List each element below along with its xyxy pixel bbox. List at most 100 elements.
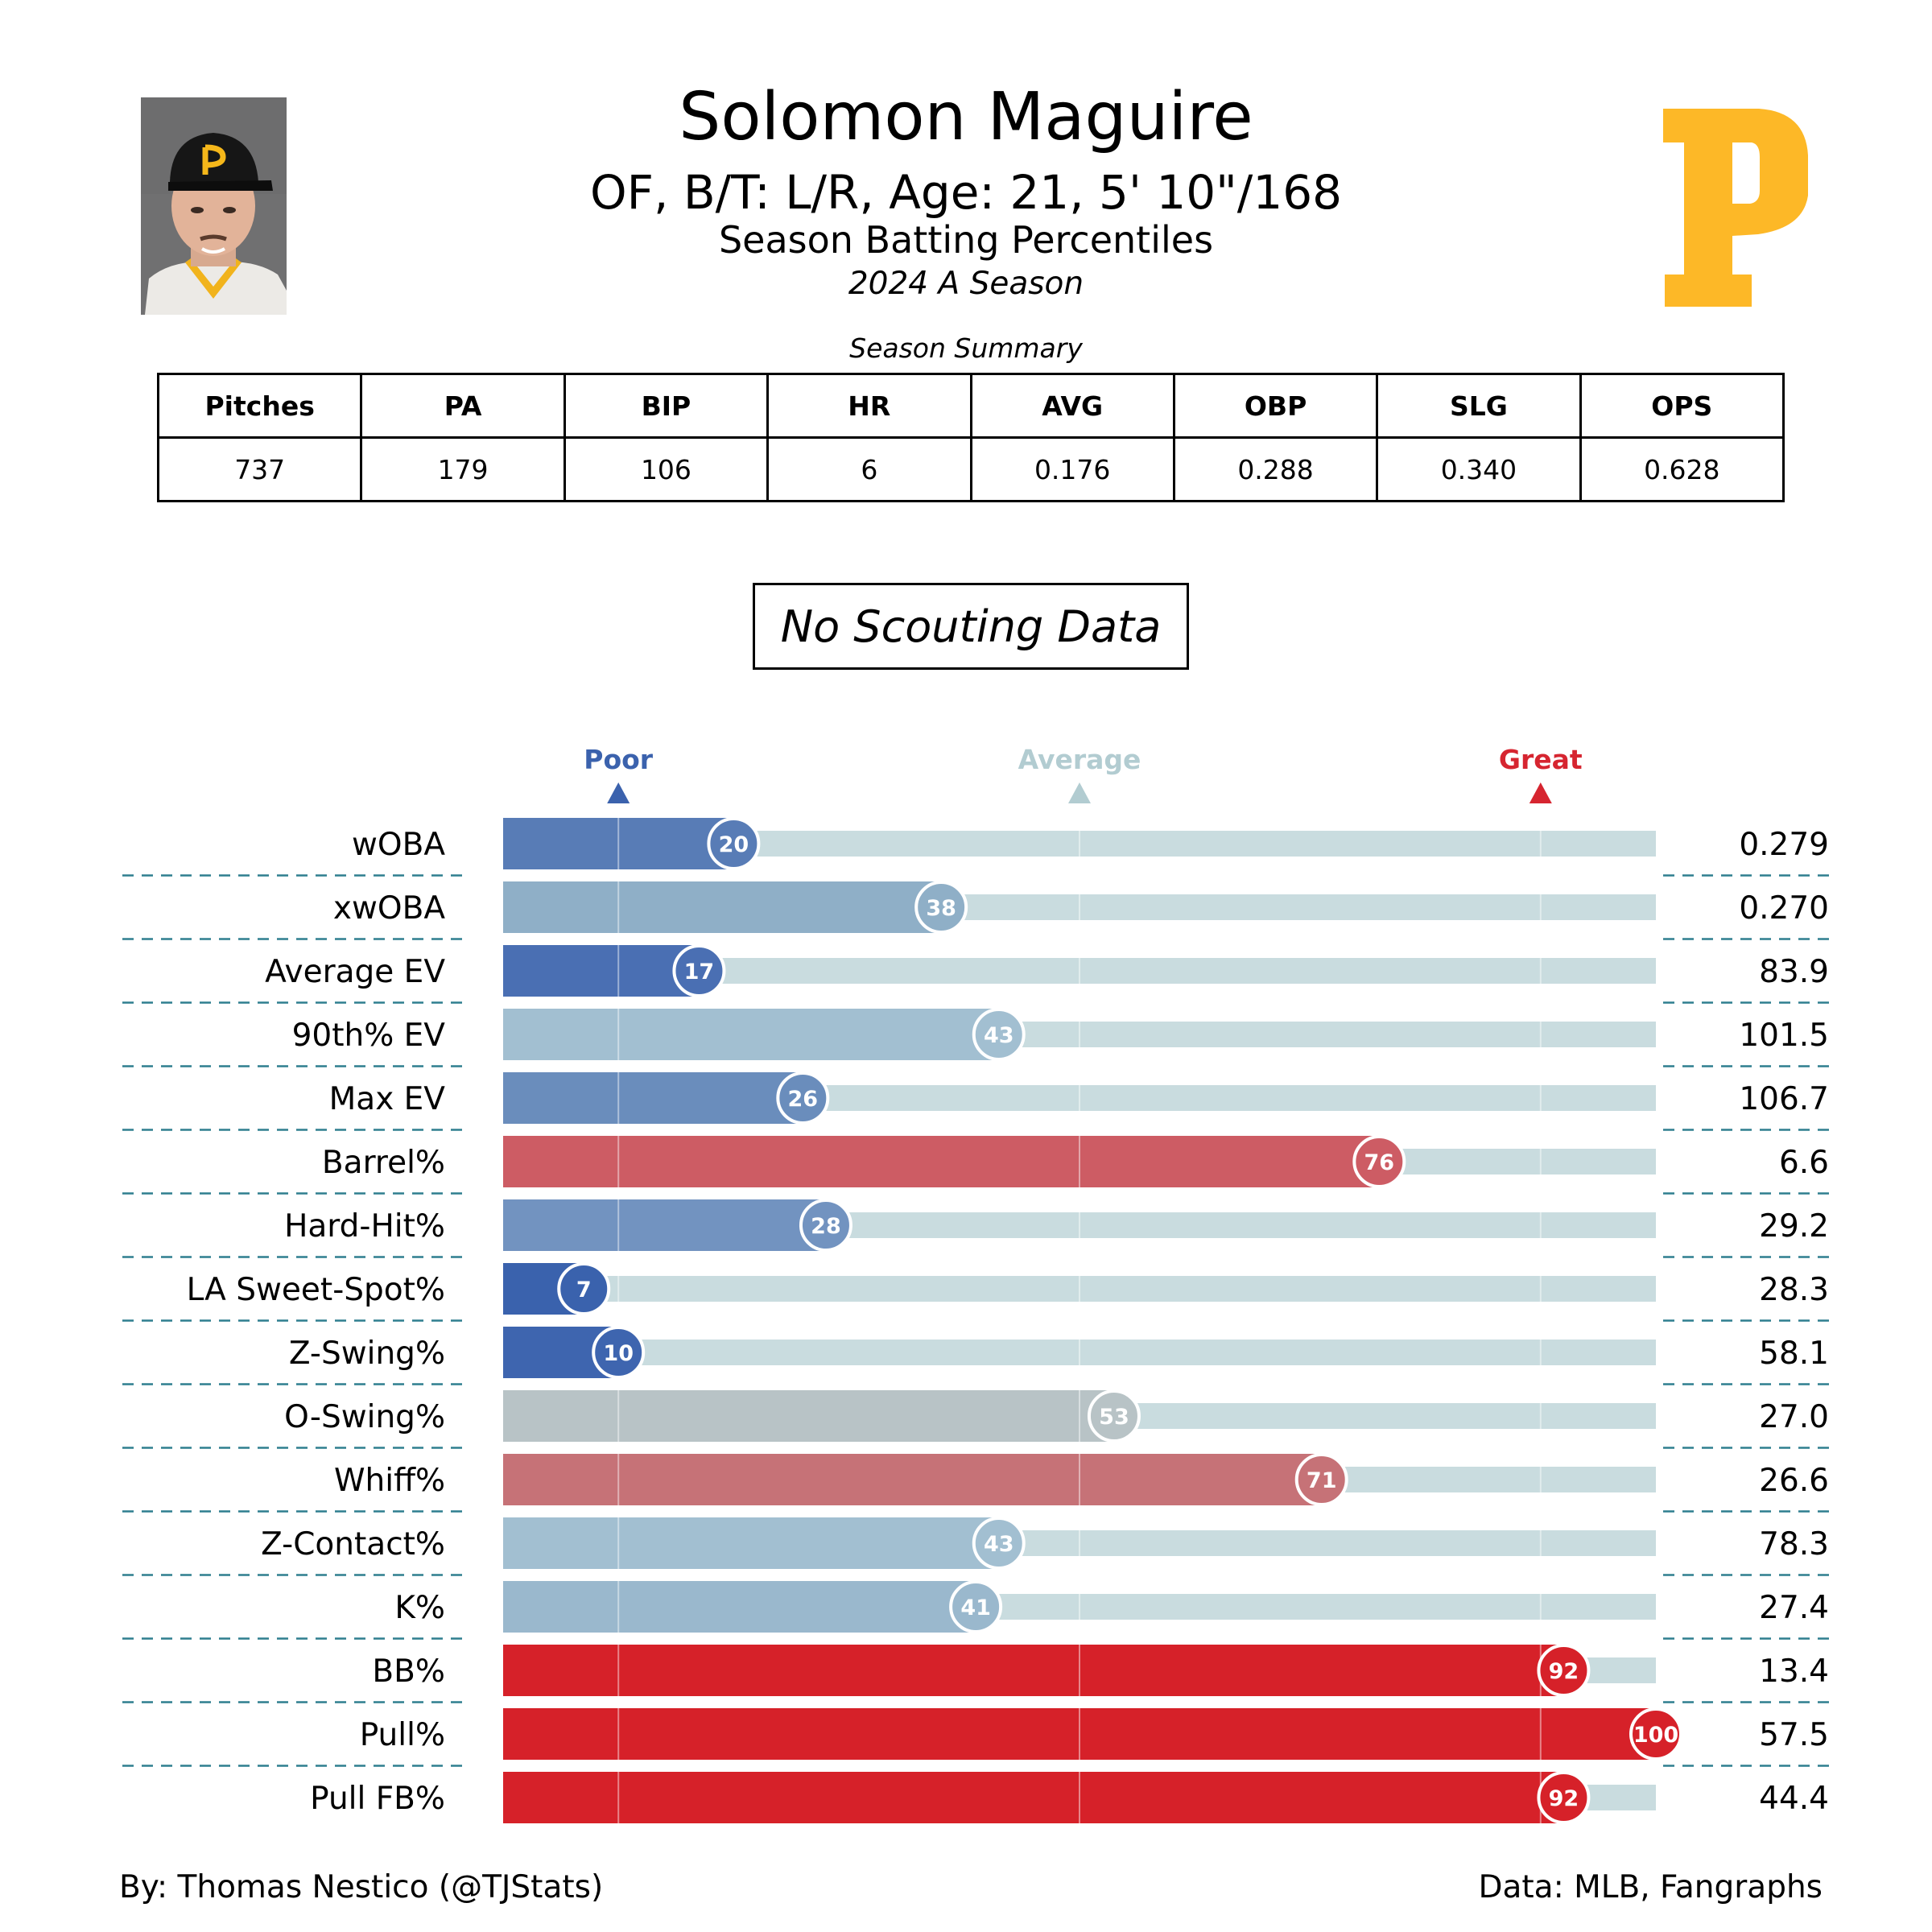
scouting-note-box: No Scouting Data [753,583,1189,670]
stat-value: 27.0 [1759,1399,1829,1435]
stat-value: 58.1 [1759,1335,1829,1372]
percentile-bar [503,1390,1114,1442]
percentile-bar [503,1517,999,1569]
percentile-label: 92 [1549,1659,1579,1684]
percentile-bar [503,945,700,997]
footer-source: Data: MLB, Fangraphs [1478,1869,1823,1905]
summary-value-cell: 106 [563,436,770,502]
percentile-marker [1537,1644,1591,1697]
percentile-bar [503,1199,826,1251]
percentile-marker [672,944,726,997]
percentile-label: 92 [1549,1786,1579,1811]
percentile-marker [1294,1453,1348,1506]
percentile-marker [972,1517,1026,1570]
metric-label: BB% [372,1653,445,1690]
percentile-bar [503,1772,1564,1823]
summary-header-cell: AVG [969,373,1175,439]
metric-label: Pull FB% [310,1781,445,1817]
summary-value-cell: 0.628 [1579,436,1785,502]
summary-header-cell: OBP [1172,373,1379,439]
stat-value: 78.3 [1759,1526,1829,1563]
metric-label: Whiff% [334,1463,445,1499]
summary-value-cell: 737 [156,436,363,502]
percentile-track [503,1276,1656,1302]
summary-value-cell: 0.176 [969,436,1175,502]
percentile-marker [1087,1389,1141,1443]
percentile-label: 17 [684,960,715,985]
percentile-marker [776,1071,830,1125]
percentile-label: 43 [984,1532,1014,1557]
scale-label-poor: Poor [584,744,654,775]
summary-value-cell: 6 [766,436,972,502]
percentile-bar [503,1708,1656,1760]
percentile-marker [707,817,761,870]
percentile-label: 10 [603,1341,634,1366]
stat-value: 6.6 [1779,1145,1829,1181]
percentile-marker [799,1199,852,1252]
summary-value-cell: 0.340 [1376,436,1582,502]
percentile-label: 43 [984,1023,1014,1048]
stat-value: 27.4 [1759,1590,1829,1626]
summary-value-row: 737 179 106 6 0.176 0.288 0.340 0.628 [156,436,1785,502]
scale-marker-great-icon [1529,782,1552,803]
stat-value: 44.4 [1759,1781,1829,1817]
percentile-bar [503,1645,1564,1696]
percentile-bar [503,818,734,869]
team-logo [1663,109,1808,307]
metric-label: xwOBA [333,890,445,927]
summary-value-cell: 0.288 [1172,436,1379,502]
scale-marker-poor-icon [607,782,630,803]
summary-value-cell: 179 [360,436,566,502]
percentile-track [503,1340,1656,1365]
percentile-bar [503,1072,803,1124]
percentile-label: 20 [719,832,749,857]
percentile-marker [1352,1135,1406,1188]
percentile-marker [1629,1707,1682,1761]
scale-label-average: Average [1018,744,1141,775]
summary-title: Season Summary [849,332,1083,364]
percentile-bar [503,881,942,933]
percentile-label: 38 [926,896,956,921]
percentile-marker [1537,1771,1591,1824]
percentile-marker [972,1008,1026,1061]
percentile-label: 100 [1633,1723,1678,1748]
percentile-label: 53 [1099,1405,1129,1430]
percentile-bar [503,1009,999,1060]
stat-value: 26.6 [1759,1463,1829,1499]
stat-value: 57.5 [1759,1717,1829,1753]
player-headshot [141,97,287,315]
metric-label: Barrel% [322,1145,445,1181]
summary-header-cell: Pitches [156,373,363,439]
stat-value: 28.3 [1759,1272,1829,1308]
metric-label: Z-Swing% [289,1335,445,1372]
report-title: Season Batting Percentiles [718,218,1214,262]
metric-label: O-Swing% [284,1399,445,1435]
footer-credit: By: Thomas Nestico (@TJStats) [119,1869,604,1905]
summary-header-cell: PA [360,373,566,439]
percentile-label: 71 [1307,1468,1337,1493]
metric-label: Pull% [360,1717,445,1753]
percentile-label: 41 [960,1596,991,1620]
player-bio: OF, B/T: L/R, Age: 21, 5' 10"/168 [589,165,1343,220]
stat-value: 101.5 [1739,1018,1829,1054]
summary-header-cell: HR [766,373,972,439]
percentile-bar [503,1136,1380,1187]
percentile-label: 7 [576,1278,592,1302]
stat-value: 13.4 [1759,1653,1829,1690]
percentile-marker [949,1580,1003,1633]
metric-label: Max EV [329,1081,446,1117]
stat-value: 29.2 [1759,1208,1829,1245]
percentile-bar [503,1581,976,1633]
percentile-marker [914,881,968,934]
percentile-marker [592,1326,646,1379]
summary-header-cell: OPS [1579,373,1785,439]
summary-header-row: Pitches PA BIP HR AVG OBP SLG OPS [156,373,1785,439]
metric-label: Average EV [265,954,445,990]
metric-label: Z-Contact% [261,1526,445,1563]
metric-label: 90th% EV [292,1018,446,1054]
percentile-label: 26 [788,1087,819,1112]
stat-value: 83.9 [1759,954,1829,990]
stat-value: 0.270 [1739,890,1829,927]
metric-label: Hard-Hit% [284,1208,445,1245]
